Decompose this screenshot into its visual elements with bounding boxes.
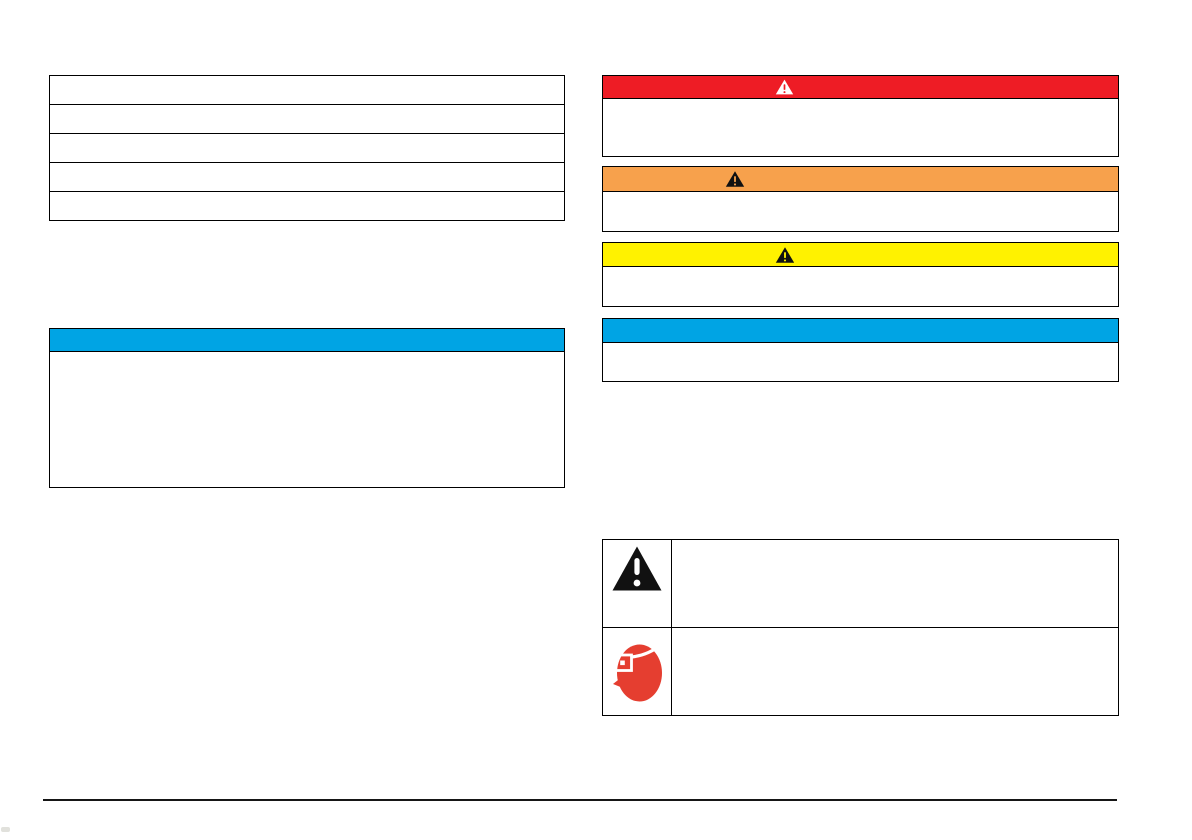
danger-alert bbox=[602, 75, 1119, 157]
footer-rule bbox=[43, 799, 1117, 801]
caution-alert bbox=[602, 242, 1119, 307]
table-row bbox=[50, 192, 564, 220]
warning-triangle-icon bbox=[775, 246, 795, 264]
warning-triangle-icon bbox=[775, 79, 794, 96]
table-row bbox=[50, 134, 564, 163]
notice-alert-header-bar bbox=[603, 319, 1118, 342]
notice-alert-body bbox=[603, 342, 1118, 381]
warning-header-bar bbox=[603, 167, 1118, 191]
table-row bbox=[50, 163, 564, 192]
notice-header-bar bbox=[50, 329, 564, 351]
eye-protection-icon bbox=[612, 640, 663, 703]
table-row bbox=[50, 76, 564, 105]
hazard-text bbox=[672, 540, 1118, 627]
hazard-text bbox=[672, 628, 1118, 715]
notice-alert bbox=[602, 318, 1119, 382]
caution-header-bar bbox=[603, 243, 1118, 266]
info-table bbox=[49, 75, 565, 221]
notice-box bbox=[49, 328, 565, 488]
hazard-icon-cell bbox=[603, 540, 672, 627]
caution-body bbox=[603, 266, 1118, 306]
hazard-icon-table bbox=[602, 539, 1119, 716]
hazard-icon-cell bbox=[603, 628, 672, 715]
danger-body bbox=[603, 98, 1118, 156]
warning-alert bbox=[602, 166, 1119, 232]
notice-body bbox=[50, 351, 564, 487]
warning-triangle-icon bbox=[725, 170, 745, 188]
table-row bbox=[50, 105, 564, 134]
table-row bbox=[603, 628, 1118, 715]
warning-triangle-icon bbox=[611, 545, 663, 592]
danger-header-bar bbox=[603, 76, 1118, 98]
corner-smudge bbox=[1, 827, 10, 832]
warning-body bbox=[603, 191, 1118, 231]
table-row bbox=[603, 540, 1118, 628]
